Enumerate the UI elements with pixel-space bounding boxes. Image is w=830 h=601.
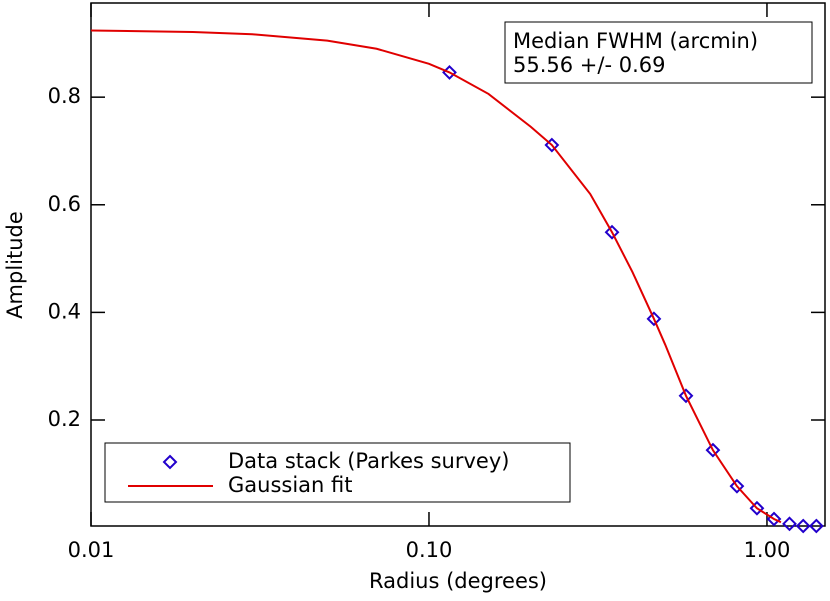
data-point (749, 500, 765, 516)
data-point (604, 224, 620, 240)
data-point (795, 518, 811, 534)
annotation-box (504, 21, 813, 84)
legend-label: Data stack (Parkes survey) (228, 449, 509, 473)
data-point (729, 478, 745, 494)
y-tick-label: 0.6 (48, 192, 81, 216)
x-axis-label: Radius (degrees) (369, 569, 547, 593)
legend-label: Gaussian fit (228, 473, 352, 497)
y-axis-label: Amplitude (3, 211, 27, 319)
legend-marker (162, 454, 178, 470)
plot-frame (90, 2, 826, 527)
y-tick-label: 0.4 (48, 299, 81, 323)
data-point (646, 311, 662, 327)
data-point (808, 518, 824, 534)
y-tick-label: 0.2 (48, 407, 81, 431)
data-point (678, 388, 694, 404)
fit-line (90, 29, 782, 524)
x-tick-label: 0.10 (406, 538, 453, 562)
annotation: 55.56 +/- 0.69 (513, 53, 665, 77)
data-point (705, 442, 721, 458)
legend-box (104, 442, 571, 503)
x-tick-label: 1.00 (744, 538, 791, 562)
data-point (782, 516, 797, 532)
data-point (544, 137, 560, 153)
x-tick-label: 0.01 (68, 538, 115, 562)
y-tick-label: 0.8 (48, 84, 81, 108)
annotation: Median FWHM (arcmin) (513, 29, 758, 53)
